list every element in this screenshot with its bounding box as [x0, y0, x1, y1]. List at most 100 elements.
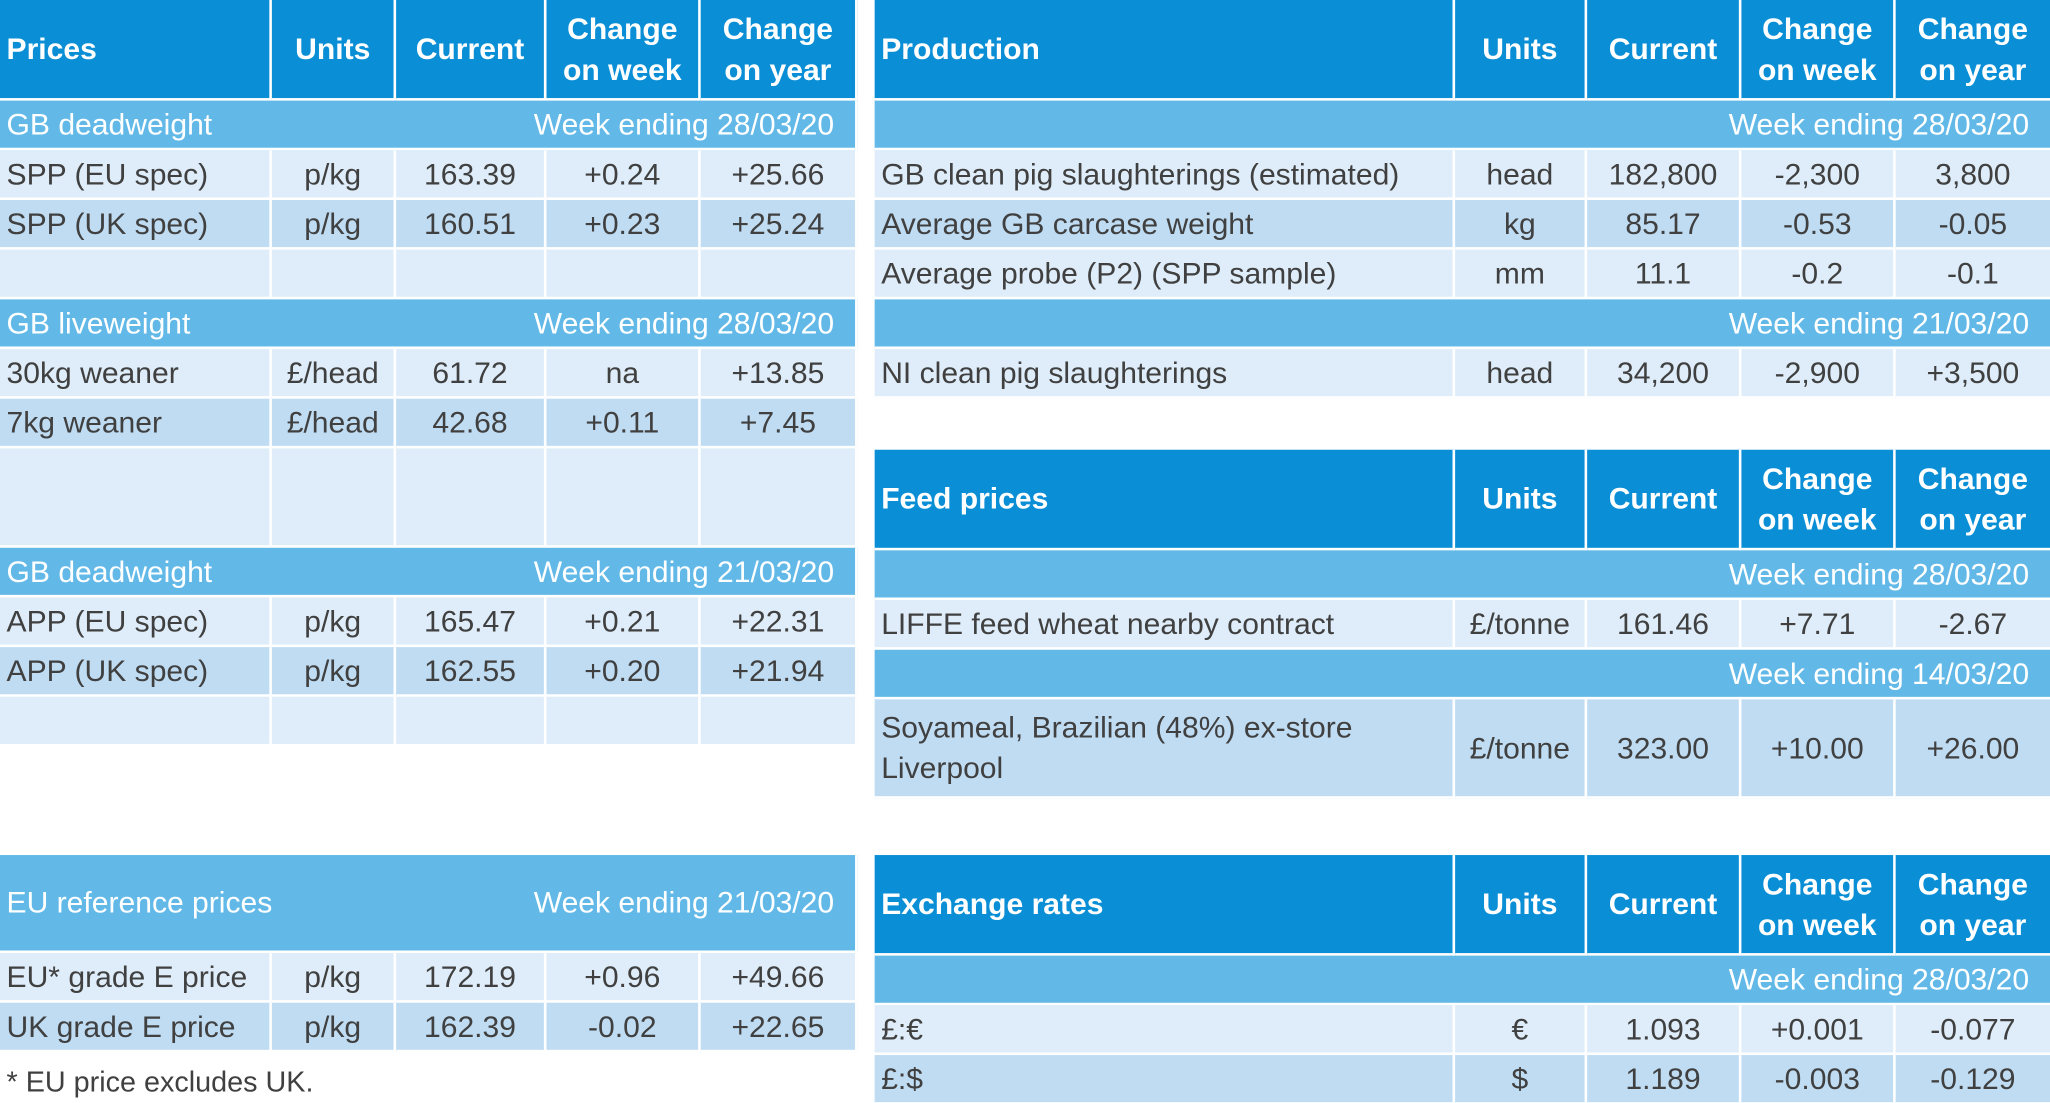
cell-text: +49.66	[731, 958, 825, 993]
header-line: on week	[1757, 501, 1877, 536]
cell-text: p/kg	[304, 603, 362, 638]
table-cell: -0.129	[1895, 1055, 2050, 1103]
cell-text: -2,900	[1774, 354, 1860, 389]
cell-text: 42.68	[432, 404, 508, 439]
header-cell: Current	[1587, 0, 1742, 101]
table-cell: 1.093	[1587, 1005, 1742, 1056]
blank-cell	[0, 249, 272, 300]
cell-text: £:$	[881, 1060, 924, 1095]
table-cell: +3,500	[1895, 349, 2050, 399]
table-cell: 61.72	[396, 349, 547, 399]
cell-text: Soyameal, Brazilian (48%) ex-store Liver…	[881, 709, 1353, 785]
cell-text: +21.94	[731, 653, 825, 688]
table-cell: GB clean pig slaughterings (estimated)	[874, 150, 1456, 201]
cell-text: +3,500	[1926, 354, 2020, 389]
cell-text: 162.39	[424, 1008, 516, 1043]
cell-text: APP (EU spec)	[6, 603, 209, 638]
cell-text: 163.39	[424, 156, 516, 191]
section-name: EU reference prices	[6, 885, 273, 920]
table-cell: +7.71	[1741, 600, 1896, 650]
table-cell: p/kg	[271, 647, 397, 697]
cell-text: 34,200	[1617, 354, 1709, 389]
week-label: Week ending 28/03/20	[533, 305, 835, 340]
header-text: Production	[881, 31, 1040, 66]
blank-cell	[396, 448, 547, 548]
table-cell: -0.077	[1895, 1005, 2050, 1056]
header-line: Change	[1917, 460, 2029, 495]
table-cell: +21.94	[700, 647, 858, 697]
header-cell: Prices	[0, 0, 272, 101]
table-cell: +0.21	[546, 597, 701, 648]
cell-text: +0.24	[584, 156, 661, 191]
header-text: Current	[415, 31, 525, 66]
cell-text: p/kg	[304, 205, 362, 240]
cell-text: +0.96	[584, 958, 661, 993]
table-cell: 3,800	[1895, 150, 2050, 201]
table-cell: +10.00	[1741, 699, 1896, 799]
cell-text: -0.003	[1774, 1060, 1860, 1095]
header-line: on week	[1757, 906, 1877, 941]
cell-text: 30kg weaner	[6, 354, 179, 389]
table-cell: 161.46	[1587, 600, 1742, 650]
header-cell: Change on week	[1741, 449, 1896, 551]
table-cell: head	[1455, 349, 1588, 399]
table-cell: p/kg	[271, 953, 397, 1003]
header-text: Units	[1482, 481, 1558, 516]
table-cell: -0.1	[1895, 249, 2050, 300]
footnote-text: * EU price excludes UK.	[6, 1065, 314, 1099]
table-cell: +13.85	[700, 349, 858, 399]
header-cell: Units	[1455, 449, 1588, 551]
table-cell: 11.1	[1587, 249, 1742, 300]
header-text: Current	[1608, 481, 1718, 516]
table-cell: -2,900	[1741, 349, 1896, 399]
table-cell: 172.19	[396, 953, 547, 1003]
cell-text: +7.71	[1779, 605, 1856, 640]
blank-cell	[0, 448, 272, 548]
table-cell: £:$	[874, 1055, 1456, 1103]
section-row: Week ending 28/03/20	[874, 550, 2050, 601]
table-cell: +0.20	[546, 647, 701, 697]
header-text: Feed prices	[881, 481, 1049, 516]
cell-text: +0.20	[584, 653, 661, 688]
table-cell: 160.51	[396, 200, 547, 250]
table-cell: £/tonne	[1455, 600, 1588, 650]
table-cell: -0.53	[1741, 200, 1896, 250]
header-line: Change	[1762, 460, 1873, 495]
cell-text: +25.24	[731, 205, 825, 240]
table-cell: EU* grade E price	[0, 953, 272, 1003]
header-text: Exchange rates	[881, 886, 1104, 921]
header-text: Current	[1608, 886, 1718, 921]
blank-cell	[700, 448, 858, 548]
week-label: Week ending 21/03/20	[533, 885, 835, 920]
cell-text: Average probe (P2) (SPP sample)	[881, 255, 1337, 290]
header-line: Change	[1762, 11, 1873, 46]
cell-text: +0.11	[585, 404, 660, 439]
blank-cell	[700, 696, 858, 747]
header-cell: Units	[1455, 0, 1588, 101]
section-row: Week ending 28/03/20	[874, 955, 2050, 1006]
cell-text: 85.17	[1625, 205, 1701, 240]
table-cell: LIFFE feed wheat nearby contract	[874, 600, 1456, 650]
section-row: GB deadweight Week ending 21/03/20	[0, 547, 858, 598]
cell-text: £/head	[286, 354, 379, 389]
cell-text: APP (UK spec)	[6, 653, 209, 688]
cell-text: 165.47	[424, 603, 516, 638]
table-cell: p/kg	[271, 1002, 397, 1053]
table-cell: head	[1455, 150, 1588, 201]
cell-text: LIFFE feed wheat nearby contract	[881, 605, 1335, 640]
header-cell: Change on year	[1895, 0, 2050, 101]
cell-text: €	[1511, 1011, 1529, 1046]
table-cell: +25.66	[700, 150, 858, 201]
table-cell: APP (EU spec)	[0, 597, 272, 648]
table-cell: -2.67	[1895, 600, 2050, 650]
table-cell: +0.96	[546, 953, 701, 1003]
cell-text: +10.00	[1770, 730, 1864, 765]
header-line: Change	[1917, 11, 2029, 46]
header-cell: Feed prices	[874, 449, 1456, 551]
cell-text: +7.45	[739, 404, 816, 439]
cell-text: kg	[1503, 205, 1536, 240]
header-cell: Change on year	[1895, 855, 2050, 956]
week-label: Week ending 21/03/20	[1728, 305, 2030, 340]
section-header: EU reference prices Week ending 21/03/20	[0, 855, 858, 954]
